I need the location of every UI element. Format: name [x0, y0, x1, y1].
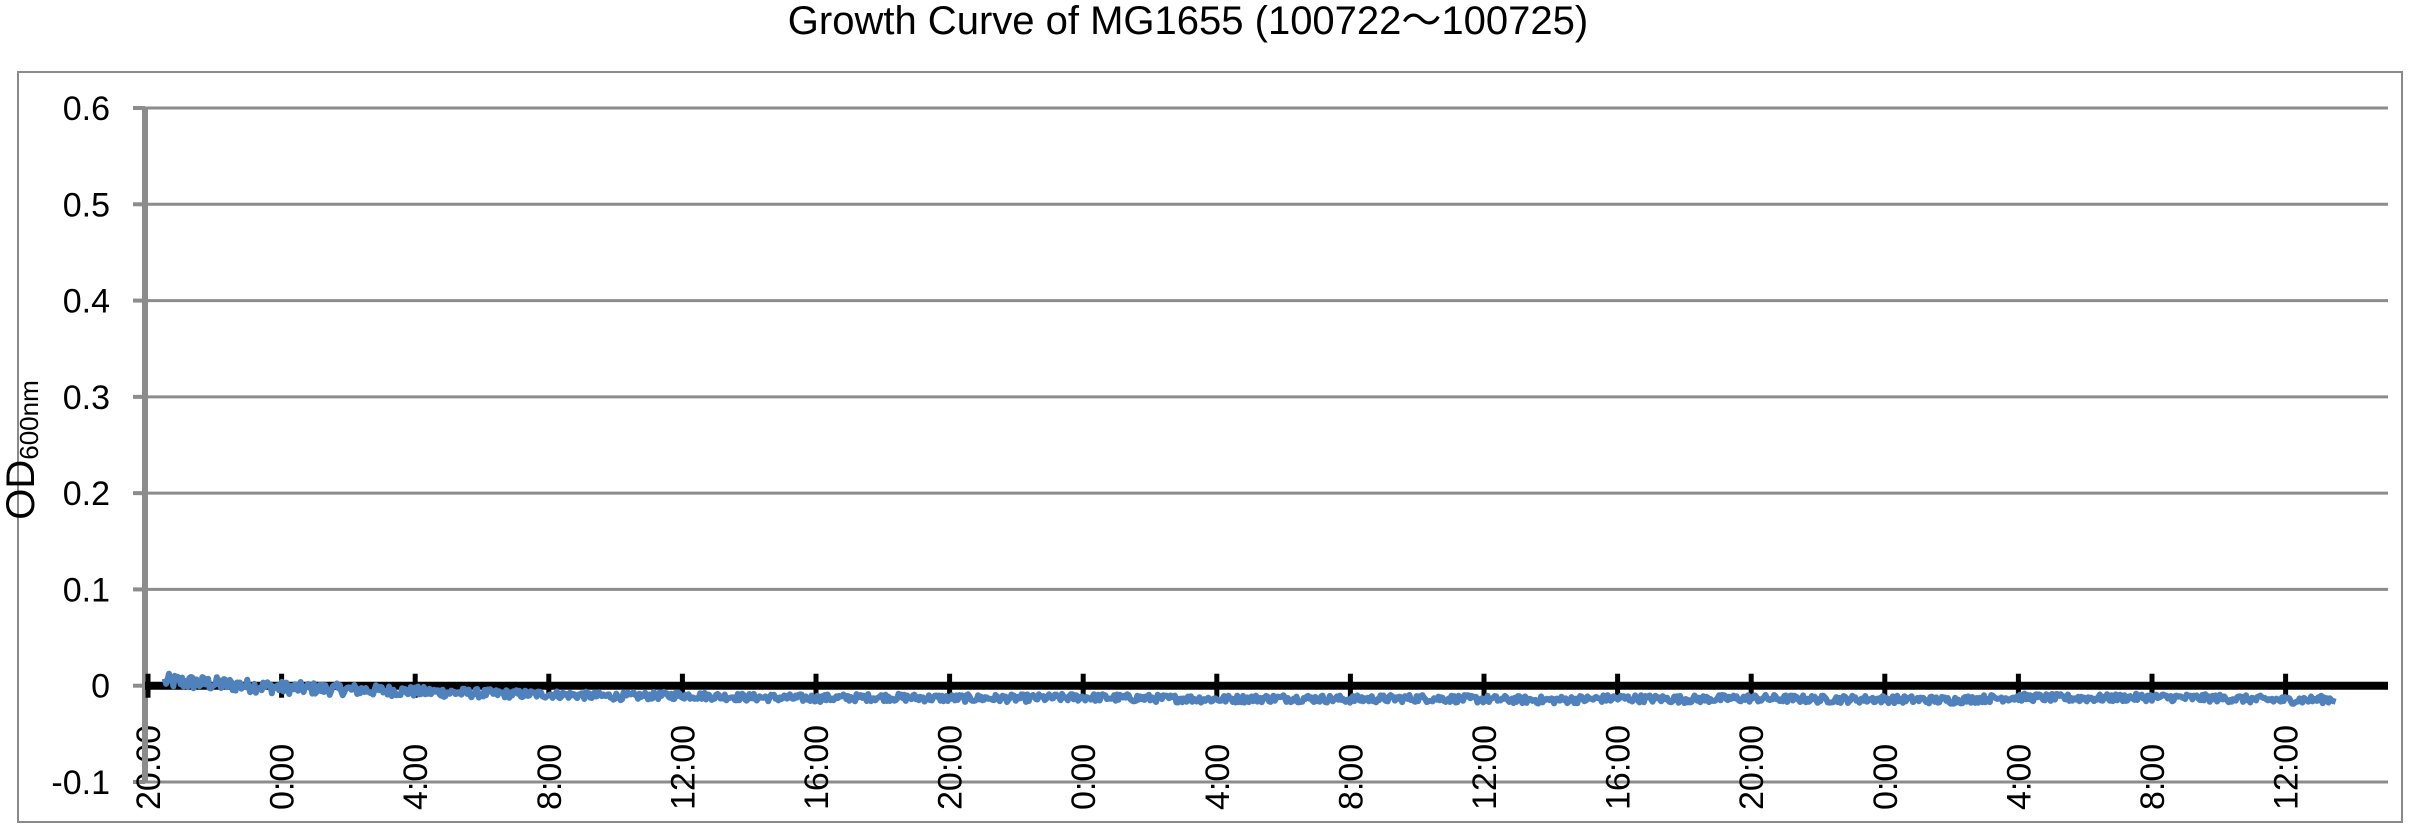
y-tick-label: 0: [91, 668, 110, 706]
y-tick-label: 0.4: [63, 283, 110, 321]
y-axis-label-main: OD: [0, 460, 43, 520]
axes: [142, 108, 2388, 782]
chart-title: Growth Curve of MG1655 (100722〜100725): [788, 0, 1588, 43]
series-line-od600: [161, 670, 2338, 707]
chart-frame: [17, 71, 2403, 823]
x-tick-label: 4:00: [397, 744, 435, 810]
y-tick-label: 0.1: [63, 571, 110, 609]
gridlines: [133, 106, 2388, 784]
x-tick-label: 16:00: [1600, 725, 1638, 810]
x-tick-label: 12:00: [1466, 725, 1504, 810]
x-tick-label: 20:00: [1733, 725, 1771, 810]
y-tick-label: 0.2: [63, 475, 110, 513]
y-tick-label: 0.3: [63, 379, 110, 417]
x-tick-label: 20:00: [932, 725, 970, 810]
y-axis-label-subscript: 600nm: [14, 380, 44, 460]
x-tick-label: 8:00: [2134, 744, 2172, 810]
x-axis-tick-labels: 20:00 0:00 4:00 8:00 12:00 16:00 20:00 0:00 4:00…: [130, 725, 2306, 810]
y-tick-label: 0.5: [63, 186, 110, 224]
x-tick-label: 4:00: [2000, 744, 2038, 810]
x-tick-label: 4:00: [1199, 744, 1237, 810]
x-tick-label: 20:00: [130, 725, 168, 810]
x-tick-label: 12:00: [2268, 725, 2306, 810]
x-tick-label: 0:00: [264, 744, 302, 810]
y-axis-tick-labels: 0.6 0.5 0.4 0.3 0.2 0.1 0 -0.1: [51, 90, 110, 802]
x-tick-label: 8:00: [1332, 744, 1370, 810]
x-tick-label: 12:00: [664, 725, 702, 810]
x-tick-label: 16:00: [798, 725, 836, 810]
x-tick-label: 8:00: [531, 744, 569, 810]
y-axis-label: OD600nm: [0, 380, 44, 520]
y-tick-label: -0.1: [51, 764, 110, 802]
y-tick-label: 0.6: [63, 90, 110, 128]
x-tick-label: 0:00: [1065, 744, 1103, 810]
x-tick-label: 0:00: [1867, 744, 1905, 810]
